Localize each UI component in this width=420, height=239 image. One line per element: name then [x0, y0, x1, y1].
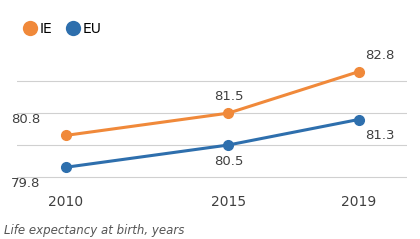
Text: 80.8: 80.8 — [11, 113, 41, 126]
Legend: IE, EU: IE, EU — [20, 17, 107, 42]
Text: 82.8: 82.8 — [365, 49, 395, 62]
Text: 80.5: 80.5 — [214, 155, 243, 168]
Text: 79.8: 79.8 — [11, 177, 41, 190]
Text: 81.5: 81.5 — [214, 90, 243, 103]
Text: Life expectancy at birth, years: Life expectancy at birth, years — [4, 224, 184, 237]
Text: 81.3: 81.3 — [365, 129, 395, 142]
